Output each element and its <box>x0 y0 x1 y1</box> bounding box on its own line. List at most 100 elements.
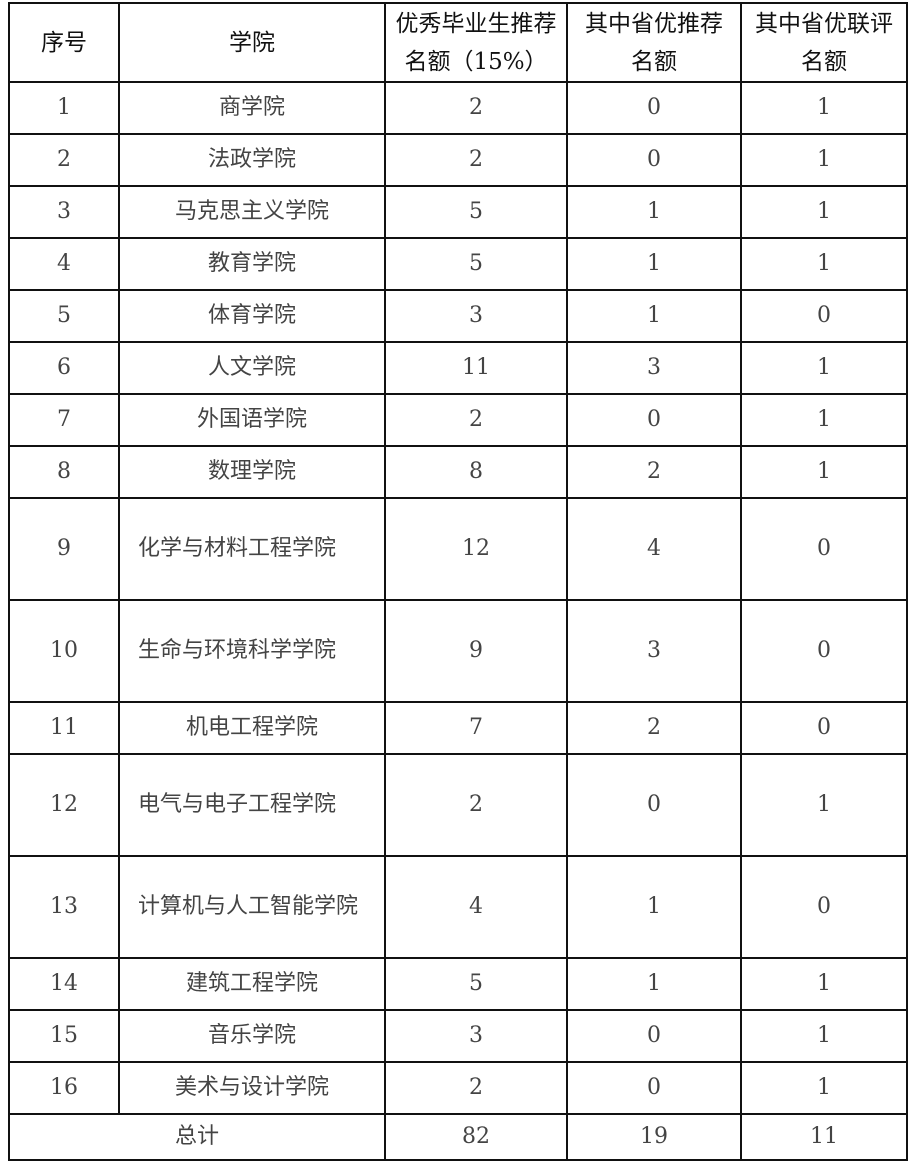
row-joint: 1 <box>740 393 908 447</box>
row-provincial: 0 <box>566 753 742 857</box>
row-quota: 2 <box>384 393 568 447</box>
header-joint: 其中省优联评名额 <box>740 2 908 83</box>
row-provincial: 2 <box>566 701 742 755</box>
table-row: 3 马克思主义学院 5 1 1 <box>8 185 908 239</box>
row-quota: 3 <box>384 1009 568 1063</box>
row-quota: 2 <box>384 1061 568 1115</box>
row-no: 3 <box>8 185 120 239</box>
row-college: 化学与材料工程学院 <box>118 497 386 601</box>
row-provincial: 1 <box>566 289 742 343</box>
row-no: 2 <box>8 133 120 187</box>
row-joint: 1 <box>740 1061 908 1115</box>
row-no: 9 <box>8 497 120 601</box>
row-provincial: 0 <box>566 1009 742 1063</box>
row-quota: 5 <box>384 185 568 239</box>
row-joint: 1 <box>740 445 908 499</box>
table-row: 10 生命与环境科学学院 9 3 0 <box>8 599 908 703</box>
table-row: 11 机电工程学院 7 2 0 <box>8 701 908 755</box>
row-provincial: 1 <box>566 185 742 239</box>
row-college: 法政学院 <box>118 133 386 187</box>
row-joint: 0 <box>740 701 908 755</box>
row-no: 4 <box>8 237 120 291</box>
row-joint: 0 <box>740 497 908 601</box>
row-no: 13 <box>8 855 120 959</box>
table-row: 16 美术与设计学院 2 0 1 <box>8 1061 908 1115</box>
header-row: 序号 学院 优秀毕业生推荐名额（15%） 其中省优推荐名额 其中省优联评名额 <box>8 2 908 83</box>
row-college: 马克思主义学院 <box>118 185 386 239</box>
row-quota: 7 <box>384 701 568 755</box>
header-no: 序号 <box>8 2 120 83</box>
table-row: 8 数理学院 8 2 1 <box>8 445 908 499</box>
row-quota: 3 <box>384 289 568 343</box>
row-quota: 8 <box>384 445 568 499</box>
row-provincial: 3 <box>566 599 742 703</box>
table-row: 9 化学与材料工程学院 12 4 0 <box>8 497 908 601</box>
row-quota: 5 <box>384 237 568 291</box>
row-college: 生命与环境科学学院 <box>118 599 386 703</box>
row-provincial: 0 <box>566 393 742 447</box>
table-row: 14 建筑工程学院 5 1 1 <box>8 957 908 1011</box>
row-college: 商学院 <box>118 81 386 135</box>
row-quota: 4 <box>384 855 568 959</box>
row-joint: 0 <box>740 289 908 343</box>
table-row: 5 体育学院 3 1 0 <box>8 289 908 343</box>
row-no: 1 <box>8 81 120 135</box>
row-joint: 1 <box>740 185 908 239</box>
row-college: 计算机与人工智能学院 <box>118 855 386 959</box>
row-quota: 11 <box>384 341 568 395</box>
row-no: 15 <box>8 1009 120 1063</box>
row-joint: 1 <box>740 237 908 291</box>
table-row: 13 计算机与人工智能学院 4 1 0 <box>8 855 908 959</box>
row-quota: 9 <box>384 599 568 703</box>
row-quota: 2 <box>384 133 568 187</box>
total-joint: 11 <box>740 1113 908 1161</box>
row-provincial: 4 <box>566 497 742 601</box>
row-college: 电气与电子工程学院 <box>118 753 386 857</box>
row-college: 教育学院 <box>118 237 386 291</box>
row-no: 5 <box>8 289 120 343</box>
total-provincial: 19 <box>566 1113 742 1161</box>
table-row: 6 人文学院 11 3 1 <box>8 341 908 395</box>
table-row: 4 教育学院 5 1 1 <box>8 237 908 291</box>
row-college: 音乐学院 <box>118 1009 386 1063</box>
table-row: 1 商学院 2 0 1 <box>8 81 908 135</box>
row-college: 美术与设计学院 <box>118 1061 386 1115</box>
row-provincial: 1 <box>566 237 742 291</box>
row-joint: 1 <box>740 341 908 395</box>
row-no: 12 <box>8 753 120 857</box>
total-quota: 82 <box>384 1113 568 1161</box>
row-provincial: 0 <box>566 133 742 187</box>
row-college: 机电工程学院 <box>118 701 386 755</box>
header-college: 学院 <box>118 2 386 83</box>
row-college: 外国语学院 <box>118 393 386 447</box>
row-quota: 12 <box>384 497 568 601</box>
table-row: 12 电气与电子工程学院 2 0 1 <box>8 753 908 857</box>
row-joint: 1 <box>740 957 908 1011</box>
row-college: 人文学院 <box>118 341 386 395</box>
row-college: 建筑工程学院 <box>118 957 386 1011</box>
row-joint: 1 <box>740 81 908 135</box>
table-row: 7 外国语学院 2 0 1 <box>8 393 908 447</box>
row-joint: 1 <box>740 753 908 857</box>
row-no: 16 <box>8 1061 120 1115</box>
row-college: 数理学院 <box>118 445 386 499</box>
row-provincial: 0 <box>566 1061 742 1115</box>
row-quota: 5 <box>384 957 568 1011</box>
row-joint: 1 <box>740 133 908 187</box>
total-row: 总计 82 19 11 <box>8 1113 908 1161</box>
row-joint: 0 <box>740 599 908 703</box>
row-joint: 1 <box>740 1009 908 1063</box>
quota-table: 序号 学院 优秀毕业生推荐名额（15%） 其中省优推荐名额 其中省优联评名额 1… <box>8 2 908 1161</box>
row-quota: 2 <box>384 753 568 857</box>
row-no: 6 <box>8 341 120 395</box>
row-no: 7 <box>8 393 120 447</box>
row-provincial: 2 <box>566 445 742 499</box>
header-quota: 优秀毕业生推荐名额（15%） <box>384 2 568 83</box>
table-row: 15 音乐学院 3 0 1 <box>8 1009 908 1063</box>
header-provincial: 其中省优推荐名额 <box>566 2 742 83</box>
row-provincial: 1 <box>566 855 742 959</box>
row-provincial: 1 <box>566 957 742 1011</box>
total-label: 总计 <box>8 1113 386 1161</box>
table-row: 2 法政学院 2 0 1 <box>8 133 908 187</box>
row-no: 8 <box>8 445 120 499</box>
